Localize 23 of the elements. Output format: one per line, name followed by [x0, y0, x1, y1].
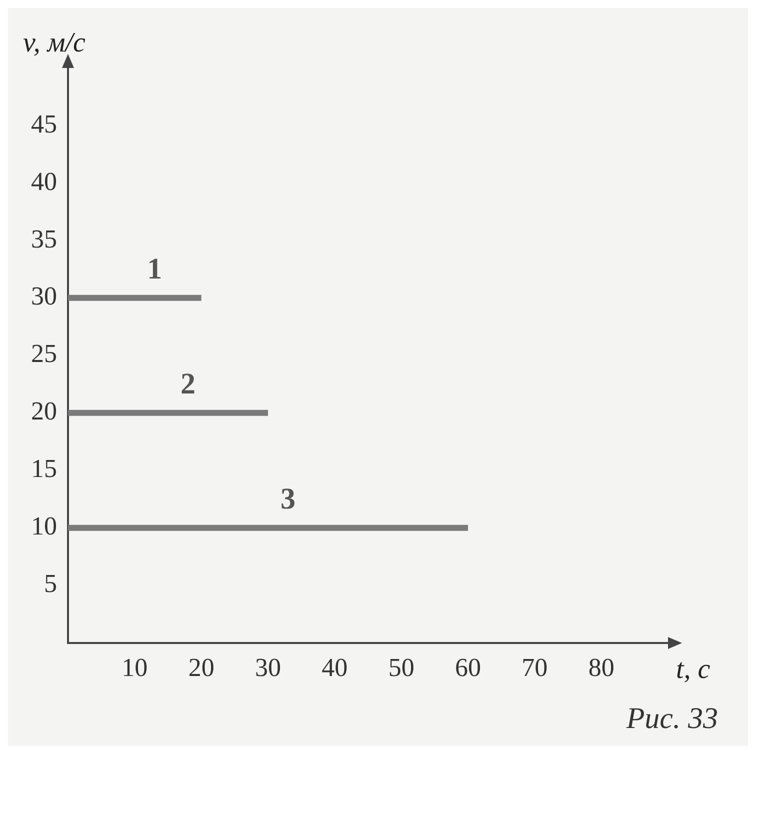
- y-tick-label: 5: [44, 569, 57, 598]
- x-tick-label: 70: [522, 653, 548, 682]
- x-tick-label: 10: [122, 653, 148, 682]
- text: Рис. 33: [625, 701, 719, 737]
- x-tick-label: 40: [322, 653, 348, 682]
- x-tick-label: 20: [188, 653, 214, 682]
- x-tick-label: 50: [388, 653, 414, 682]
- x-tick-label: 80: [588, 653, 614, 682]
- series-label: 1: [147, 252, 162, 286]
- y-axis-title: v, м/с: [23, 27, 86, 58]
- y-tick-label: 25: [31, 339, 57, 368]
- series-label: 2: [180, 368, 196, 401]
- y-tick-label: 35: [31, 224, 57, 254]
- y-tick-label: 40: [31, 166, 57, 196]
- y-tick-label: 10: [31, 512, 57, 541]
- y-tick-label: 20: [31, 396, 57, 426]
- x-tick-label: 60: [455, 653, 481, 682]
- x-tick-label: 30: [255, 653, 281, 682]
- y-tick-label: 30: [31, 282, 57, 311]
- x-axis-title: t, с: [676, 654, 711, 686]
- y-tick-label: 45: [31, 109, 57, 138]
- series-label: 3: [280, 482, 296, 516]
- y-tick-label: 15: [31, 454, 57, 484]
